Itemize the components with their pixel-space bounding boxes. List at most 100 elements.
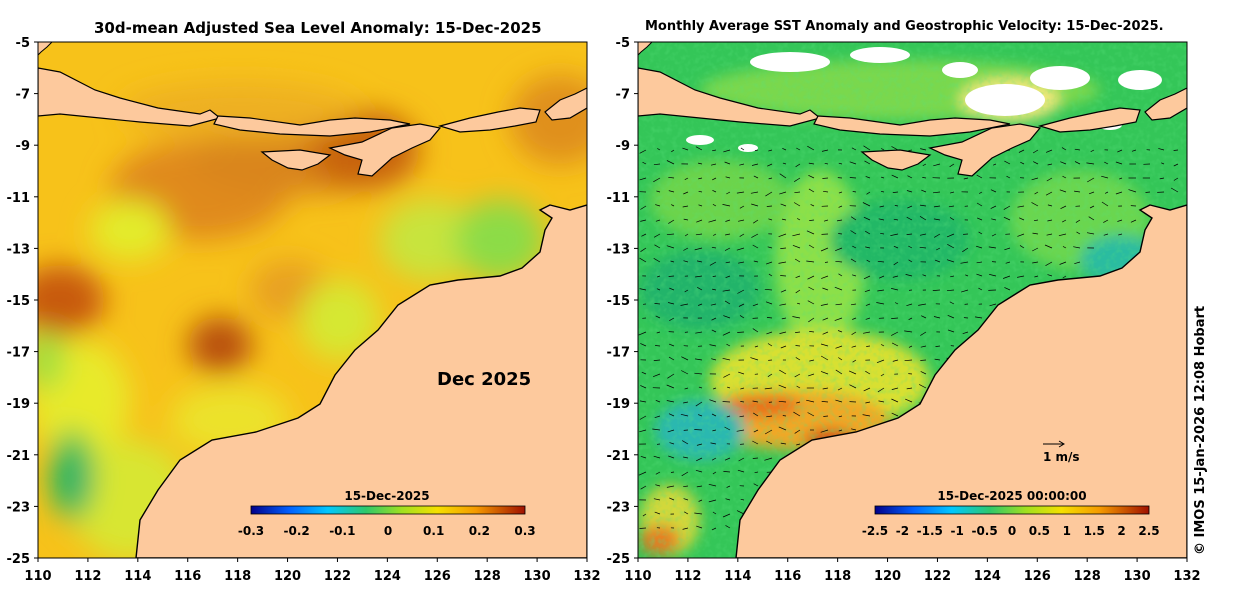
velocity-vector [1074, 190, 1081, 193]
sla-lat-label: -5 [16, 36, 30, 51]
velocity-vector [852, 317, 857, 320]
velocity-vector [781, 218, 787, 221]
velocity-vector [725, 525, 731, 529]
velocity-vector [697, 303, 703, 306]
sla-colorbar-tick-label: -0.1 [329, 524, 355, 538]
velocity-vector [820, 247, 829, 252]
velocity-vector [738, 457, 745, 462]
velocity-vector [950, 275, 955, 278]
velocity-vector [698, 499, 703, 502]
velocity-vector [794, 191, 801, 194]
velocity-vector [725, 498, 731, 501]
velocity-vector [778, 426, 787, 431]
velocity-vector [838, 273, 843, 277]
velocity-vector [737, 469, 745, 473]
velocity-vector [988, 246, 997, 249]
velocity-vector [750, 191, 759, 194]
velocity-vector [1034, 191, 1039, 195]
velocity-vector [864, 160, 871, 165]
velocity-vector [750, 357, 759, 361]
velocity-vector [947, 329, 955, 333]
velocity-vector [934, 259, 941, 263]
velocity-vector [908, 245, 913, 249]
velocity-vector [891, 412, 899, 417]
velocity-vector [740, 147, 745, 151]
velocity-vector [694, 247, 703, 251]
velocity-vector [711, 329, 717, 333]
velocity-vector [1017, 233, 1025, 237]
velocity-vector [820, 371, 829, 375]
velocity-vector [1118, 233, 1123, 236]
sst-lon-label: 124 [974, 569, 1001, 584]
velocity-vector [670, 260, 675, 263]
velocity-vector [905, 398, 913, 403]
velocity-vector [1017, 275, 1025, 278]
velocity-vector [824, 162, 829, 165]
velocity-vector [767, 373, 773, 377]
velocity-vector [920, 359, 927, 361]
sst-colorbar-tick-label: 0 [1008, 524, 1016, 538]
velocity-vector [796, 443, 801, 446]
sla-lat-label: -7 [16, 88, 30, 103]
velocity-vector [710, 163, 717, 166]
velocity-vector [738, 261, 745, 264]
velocity-vector [821, 149, 829, 152]
velocity-vector [711, 413, 717, 417]
velocity-vector [822, 387, 829, 390]
velocity-vector [653, 359, 661, 361]
sst-lat-label: -23 [607, 500, 631, 515]
velocity-vector [712, 429, 717, 432]
velocity-vector [764, 429, 773, 435]
velocity-vector [752, 328, 759, 333]
velocity-vector [1104, 191, 1109, 194]
velocity-vector [1004, 247, 1011, 251]
sst-colorbar-tick-label: -1.5 [917, 524, 943, 538]
velocity-vector [906, 190, 913, 193]
sst-colorbar-tick-label: 0.5 [1029, 524, 1050, 538]
velocity-vector [934, 233, 941, 238]
sla-lon-label: 130 [524, 569, 551, 584]
velocity-vector [695, 331, 703, 334]
velocity-vector [919, 246, 927, 249]
velocity-vector [652, 428, 661, 431]
velocity-vector [809, 331, 815, 333]
velocity-vector [695, 401, 703, 407]
velocity-vector [751, 233, 759, 238]
sst-lon-label: 110 [624, 569, 651, 584]
velocity-vector [726, 191, 731, 195]
velocity-vector [1074, 161, 1081, 165]
month-label: Dec 2025 [437, 369, 531, 390]
sst-lon-label: 132 [1173, 569, 1200, 584]
velocity-vector [820, 429, 829, 433]
velocity-vector [682, 147, 689, 151]
velocity-vector [725, 261, 731, 264]
velocity-vector [835, 399, 843, 403]
velocity-vector [863, 216, 871, 221]
velocity-vector [1047, 274, 1053, 277]
velocity-vector [640, 455, 647, 459]
velocity-vector [852, 191, 857, 193]
sla-lon-label: 120 [274, 569, 301, 584]
velocity-vector [781, 317, 787, 320]
velocity-vector [711, 457, 717, 461]
velocity-vector [851, 428, 857, 431]
velocity-vector [753, 412, 759, 417]
velocity-vector [1173, 149, 1179, 151]
velocity-vector [879, 205, 885, 208]
velocity-vector [890, 233, 899, 236]
velocity-vector [891, 288, 899, 291]
velocity-vector [694, 372, 703, 375]
velocity-vector [822, 317, 829, 321]
velocity-vector [1159, 177, 1165, 180]
velocity-vector [904, 330, 913, 333]
velocity-vector [722, 357, 731, 361]
velocity-vector [877, 387, 885, 393]
velocity-vector [736, 191, 745, 194]
velocity-vector [933, 316, 941, 319]
sla-colorbar-tick-label: 0.3 [514, 524, 535, 538]
velocity-vector [726, 415, 731, 418]
sla-lat-label: -19 [7, 397, 31, 412]
velocity-vector [862, 202, 871, 207]
velocity-vector [764, 387, 773, 390]
velocity-vector [933, 205, 941, 208]
